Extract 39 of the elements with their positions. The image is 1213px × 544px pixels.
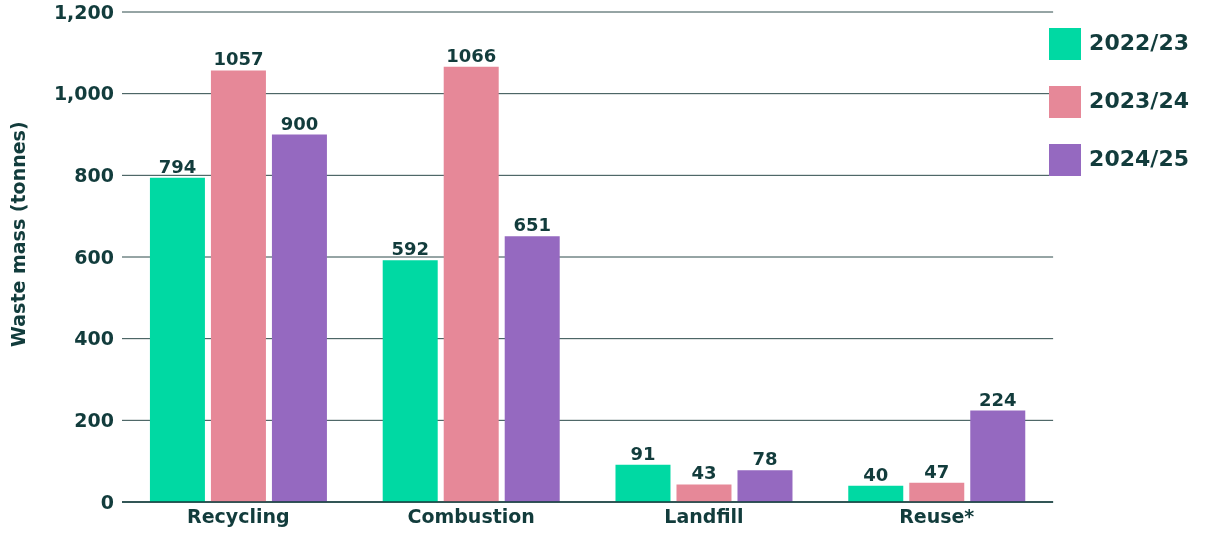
y-axis-title: Waste mass (tonnes)	[6, 121, 29, 347]
data-label: 78	[752, 448, 778, 470]
bar	[909, 482, 965, 502]
x-tick-label: Landfill	[664, 505, 744, 528]
data-label: 224	[978, 388, 1017, 410]
bar	[615, 464, 671, 502]
bar	[676, 484, 732, 502]
data-label: 592	[391, 238, 429, 260]
y-tick-label: 0	[100, 490, 114, 513]
y-tick-label: 1,200	[53, 0, 114, 23]
data-label: 43	[691, 462, 717, 484]
legend-label: 2023/24	[1089, 88, 1189, 113]
legend-label: 2022/23	[1089, 30, 1189, 55]
data-label: 1057	[213, 48, 264, 70]
bar	[970, 410, 1026, 502]
bar	[149, 177, 205, 502]
x-tick-label: Reuse*	[899, 505, 975, 528]
bar	[271, 134, 327, 502]
data-label: 794	[158, 155, 197, 177]
bar	[737, 470, 793, 502]
data-label: 40	[863, 463, 889, 485]
y-tick-label: 200	[74, 409, 114, 432]
bar	[504, 236, 560, 502]
x-tick-label: Recycling	[187, 505, 290, 528]
bar	[210, 70, 266, 502]
data-label: 651	[513, 214, 551, 236]
x-tick-label: Combustion	[407, 505, 535, 528]
y-tick-label: 800	[74, 164, 114, 187]
legend-label: 2024/25	[1089, 146, 1189, 171]
data-label: 900	[280, 112, 319, 134]
bar	[382, 260, 438, 502]
data-label: 91	[630, 442, 656, 464]
bar	[848, 485, 904, 502]
y-tick-label: 400	[74, 327, 114, 350]
data-label: 1066	[446, 44, 497, 66]
data-label: 47	[924, 460, 950, 482]
bar	[443, 66, 499, 502]
y-tick-label: 1,000	[53, 82, 114, 105]
y-tick-label: 600	[74, 245, 114, 268]
